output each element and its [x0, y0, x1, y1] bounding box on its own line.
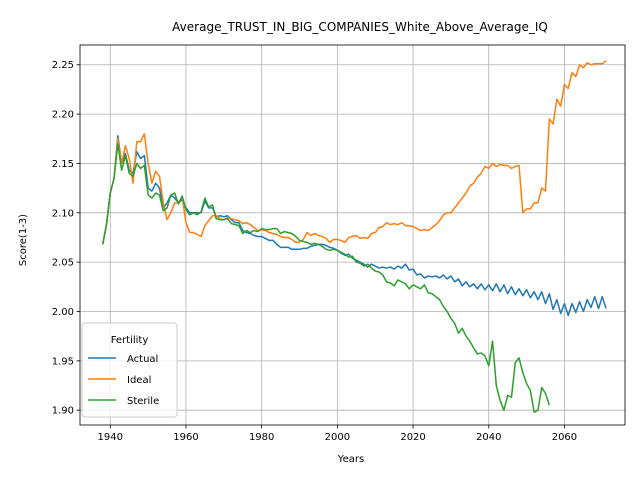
plot-area [79, 44, 626, 426]
y-tick-label: 1.95 [52, 356, 74, 367]
y-tick-label: 1.90 [52, 406, 74, 417]
y-tick-label: 2.10 [52, 208, 74, 219]
y-axis-ticks: 1.90 1.95 2.00 2.05 2.10 2.15 2.20 2.25 [52, 60, 80, 417]
chart-title: Average_TRUST_IN_BIG_COMPANIES_White_Abo… [172, 20, 548, 34]
legend-label-actual: Actual [127, 354, 158, 365]
legend-title: Fertility [111, 335, 149, 346]
x-tick-label: 1940 [98, 432, 123, 443]
x-tick-label: 2000 [325, 432, 350, 443]
legend-items: Actual Ideal Sterile [88, 354, 159, 407]
y-tick-label: 2.05 [52, 258, 74, 269]
series-line-sterile [101, 142, 551, 413]
y-tick-label: 2.20 [52, 110, 74, 121]
x-tick-label: 2040 [476, 432, 501, 443]
x-tick-label: 1980 [249, 432, 274, 443]
x-axis-ticks: 1940 1960 1980 2000 2020 2040 2060 [98, 425, 577, 443]
legend: Fertility Actual Ideal Sterile [81, 322, 178, 418]
x-axis-label: Years [337, 454, 364, 465]
x-tick-label: 1960 [173, 432, 198, 443]
y-tick-label: 2.00 [52, 307, 74, 318]
x-tick-label: 2060 [552, 432, 577, 443]
series-lines [101, 60, 607, 413]
series-line-ideal [101, 60, 607, 245]
legend-label-sterile: Sterile [127, 396, 159, 407]
legend-label-ideal: Ideal [127, 375, 151, 386]
legend-box [81, 322, 178, 418]
x-tick-label: 2020 [400, 432, 425, 443]
y-axis-label: Score(1-3) [18, 214, 29, 266]
y-tick-label: 2.25 [52, 60, 74, 71]
y-tick-label: 2.15 [52, 159, 74, 170]
